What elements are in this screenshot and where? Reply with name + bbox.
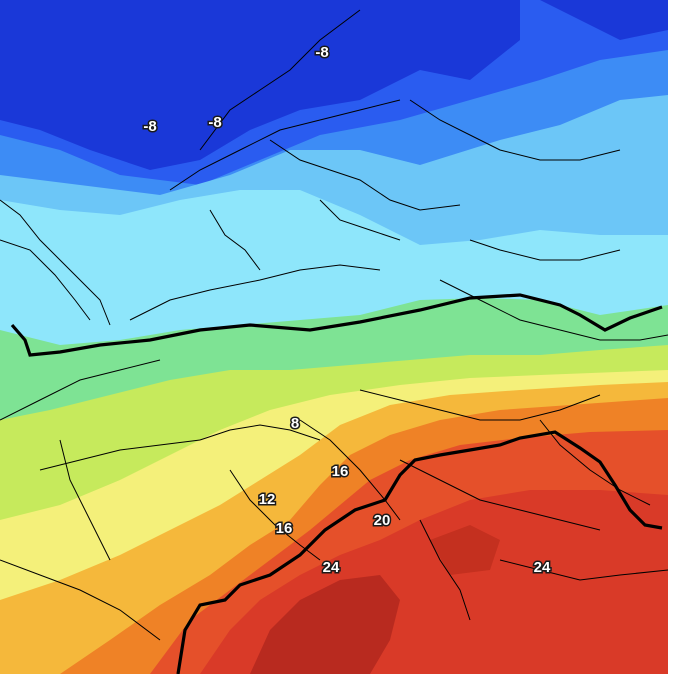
isotherm-cold-boundary	[10, 293, 663, 357]
contour-labels: -8 -8 -8 8 16 12 16 20 24 24	[142, 43, 553, 578]
isotherm-warm-boundary	[176, 430, 663, 674]
temperature-map: -8 -8 -8 8 16 12 16 20 24 24	[0, 0, 668, 674]
contour-label: -8	[208, 114, 221, 131]
band-dark-red-east	[430, 525, 500, 575]
contour-label: 24	[323, 559, 340, 576]
contour-label: 24	[534, 559, 551, 576]
contour-label: -8	[315, 44, 328, 61]
contour-label: 8	[291, 415, 299, 432]
coastlines	[0, 9, 668, 641]
contour-label: 12	[259, 491, 276, 508]
contour-label: -8	[143, 118, 156, 135]
band-deep-blue	[0, 0, 520, 170]
map-canvas: -8 -8 -8 8 16 12 16 20 24 24	[0, 0, 668, 674]
contour-label: 16	[332, 463, 349, 480]
page-margin	[668, 0, 688, 674]
band-dark-red	[250, 575, 400, 674]
contour-label: 16	[276, 520, 293, 537]
band-deep-blue-east	[540, 0, 668, 40]
contour-label: 20	[374, 512, 391, 529]
